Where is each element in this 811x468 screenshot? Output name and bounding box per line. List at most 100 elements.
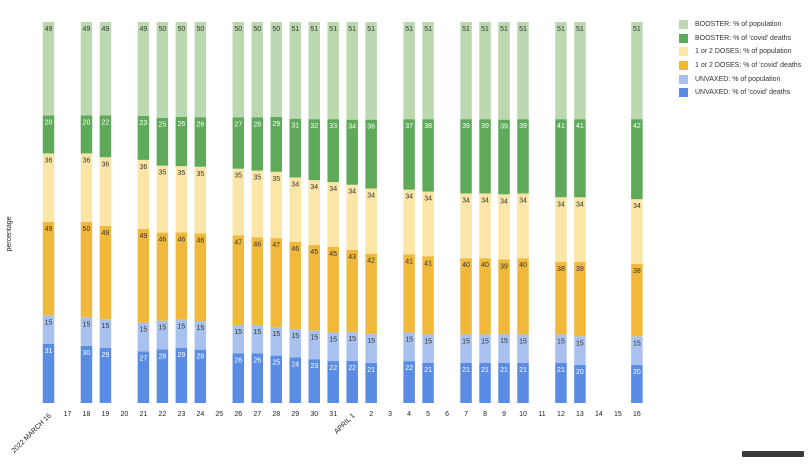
bar-segment — [460, 119, 472, 194]
x-tick-label: 24 — [196, 411, 204, 418]
bar-segment — [517, 119, 529, 194]
data-label: 15 — [519, 338, 527, 345]
data-label: 49 — [102, 26, 110, 33]
bar-segment — [99, 115, 112, 158]
data-label: 39 — [462, 123, 470, 130]
bar-segment — [574, 22, 586, 120]
bar-segment — [479, 258, 491, 335]
bar-segment — [346, 22, 358, 120]
data-label: 26 — [234, 357, 242, 364]
bar-segment — [346, 360, 358, 403]
legend-swatch — [679, 74, 688, 84]
x-tick-label: 22 — [158, 411, 166, 418]
data-label: 50 — [83, 226, 91, 233]
data-label: 34 — [329, 186, 337, 193]
data-label: 49 — [102, 230, 110, 237]
data-label: 27 — [234, 121, 242, 128]
data-label: 51 — [291, 26, 299, 33]
bar-segment — [99, 225, 112, 320]
bar-segment — [517, 193, 529, 259]
bar-segment — [479, 363, 491, 404]
data-label: 36 — [83, 157, 91, 164]
data-label: 51 — [310, 26, 318, 33]
x-tick-label: 27 — [253, 411, 261, 418]
data-label: 15 — [310, 335, 318, 342]
bar-segment — [308, 119, 320, 181]
bar-segment — [42, 153, 55, 223]
bar-segment — [346, 249, 358, 333]
data-label: 50 — [272, 26, 280, 33]
bar-segment — [289, 22, 301, 119]
data-label: 41 — [405, 258, 413, 265]
data-label: 21 — [519, 367, 527, 374]
bar-segment — [517, 258, 529, 335]
legend-item: BOOSTER: % of population — [679, 18, 801, 32]
bar-segment — [80, 222, 93, 318]
data-label: 15 — [367, 338, 375, 345]
bar-segment — [251, 170, 264, 238]
bar-segment — [555, 334, 567, 363]
data-label: 38 — [633, 268, 641, 275]
x-tick-label: 5 — [426, 411, 430, 418]
bar-segment — [289, 177, 301, 242]
data-label: 34 — [576, 201, 584, 208]
data-label: 15 — [158, 325, 166, 332]
legend-label: BOOSTER: % of 'covid' deaths — [695, 34, 792, 42]
bar-segment — [479, 193, 491, 259]
bar-segment — [422, 256, 434, 335]
bar-segment — [137, 159, 150, 229]
bar-segment — [251, 353, 264, 403]
data-label: 15 — [557, 338, 565, 345]
data-label: 35 — [272, 176, 280, 183]
bar-segment — [232, 117, 245, 169]
bar-segment — [631, 22, 643, 120]
x-tick-label: 30 — [310, 411, 318, 418]
bar-segment — [422, 334, 434, 363]
bar-segment — [498, 259, 510, 335]
data-label: 22 — [102, 119, 110, 126]
data-label: 21 — [481, 367, 489, 374]
data-label: 35 — [234, 173, 242, 180]
data-label: 51 — [348, 26, 356, 33]
legend-item: UNVAXED: % of 'covid' deaths — [679, 86, 801, 100]
x-tick-label: 8 — [483, 411, 487, 418]
x-tick-label: 7 — [464, 411, 468, 418]
data-label: 50 — [234, 26, 242, 33]
data-label: 49 — [45, 226, 53, 233]
data-label: 28 — [196, 354, 204, 361]
data-label: 21 — [557, 367, 565, 374]
data-label: 46 — [158, 237, 166, 244]
bar-segment — [308, 244, 320, 331]
legend-swatch — [679, 88, 688, 98]
legend-swatch — [679, 61, 688, 71]
legend-item: 1 or 2 DOSES: % of population — [679, 45, 801, 59]
x-tick-label: 18 — [83, 411, 91, 418]
data-label: 39 — [500, 124, 508, 131]
legend-label: 1 or 2 DOSES: % of population — [695, 48, 792, 56]
data-label: 15 — [462, 338, 470, 345]
data-label: 36 — [45, 157, 53, 164]
data-label: 26 — [196, 121, 204, 128]
bar-segment — [327, 22, 339, 120]
bar-segment — [498, 194, 510, 260]
data-label: 51 — [557, 26, 565, 33]
bar-segment — [346, 184, 358, 250]
data-label: 21 — [367, 367, 375, 374]
data-label: 35 — [158, 170, 166, 177]
legend-label: 1 or 2 DOSES: % of 'covid' deaths — [695, 62, 802, 70]
data-label: 34 — [633, 203, 641, 210]
data-label: 46 — [196, 237, 204, 244]
x-tick-label: 3 — [388, 411, 392, 418]
bar-segment — [555, 363, 567, 404]
legend-label: BOOSTER: % of population — [695, 21, 782, 29]
data-label: 43 — [348, 254, 356, 261]
x-tick-label: 19 — [102, 411, 110, 418]
data-label: 29 — [177, 352, 185, 359]
data-label: 47 — [272, 242, 280, 249]
data-label: 34 — [367, 193, 375, 200]
data-label: 51 — [481, 26, 489, 33]
data-label: 22 — [405, 365, 413, 372]
data-label: 40 — [481, 262, 489, 269]
data-label: 15 — [500, 338, 508, 345]
data-label: 49 — [140, 26, 148, 33]
